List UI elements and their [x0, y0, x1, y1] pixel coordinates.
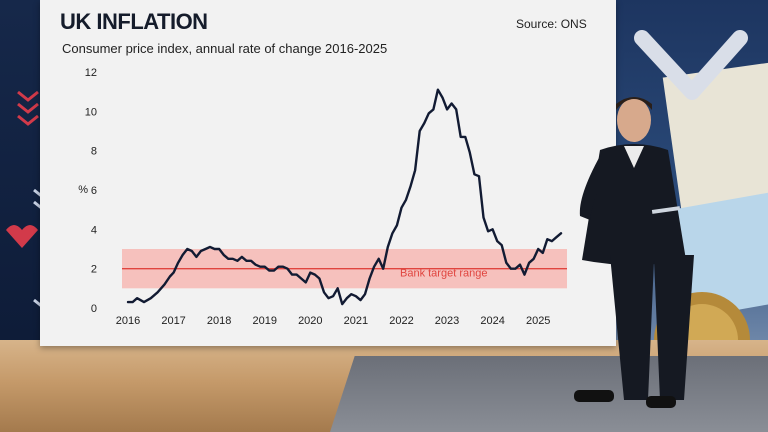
heart-icon	[6, 225, 38, 248]
y-tick-label: 2	[91, 264, 97, 276]
x-tick-label: 2023	[435, 315, 459, 327]
x-tick-label: 2024	[480, 315, 504, 327]
chart-title: UK INFLATION	[60, 9, 208, 34]
x-tick-label: 2025	[526, 315, 550, 327]
y-tick-label: 12	[85, 67, 97, 79]
chart-subtitle: Consumer price index, annual rate of cha…	[62, 41, 388, 56]
x-tick-label: 2021	[344, 315, 368, 327]
y-tick-label: 10	[85, 106, 97, 118]
x-tick-label: 2022	[389, 315, 413, 327]
y-tick-label: 0	[91, 303, 97, 315]
x-tick-label: 2019	[252, 315, 276, 327]
cpi-series-line	[126, 88, 563, 306]
x-tick-label: 2018	[207, 315, 231, 327]
x-tick-label: 2016	[116, 315, 140, 327]
y-tick-label: 8	[91, 146, 97, 158]
chevron-down-icon	[634, 30, 748, 100]
presenter-figure	[574, 97, 694, 408]
chart-source: Source: ONS	[516, 17, 587, 31]
x-tick-label: 2020	[298, 315, 322, 327]
y-axis-unit-label: %	[78, 184, 88, 196]
y-tick-label: 4	[91, 224, 97, 236]
y-tick-label: 6	[91, 185, 97, 197]
x-tick-label: 2017	[161, 315, 185, 327]
band-label: Bank target range	[400, 268, 487, 280]
